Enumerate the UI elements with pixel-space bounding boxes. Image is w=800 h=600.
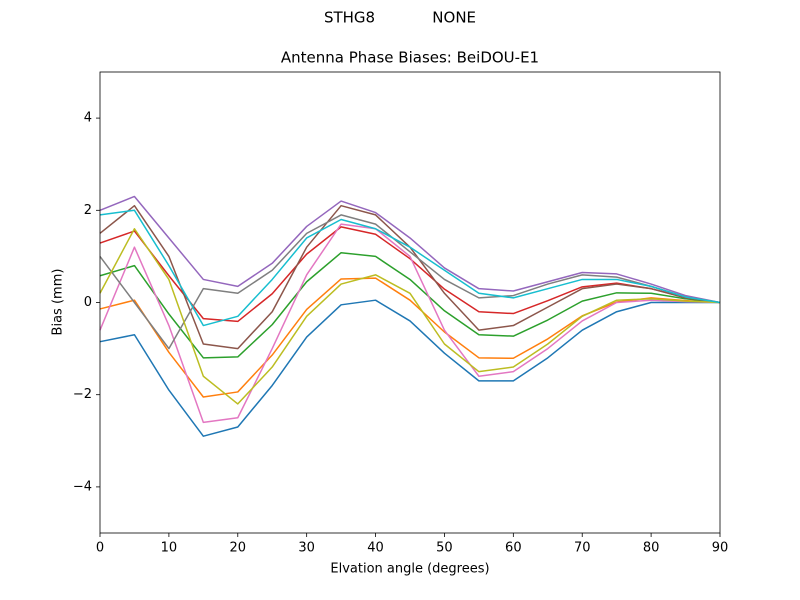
series-line (99, 299, 720, 437)
series-line (99, 227, 721, 405)
series-line (99, 223, 721, 424)
series-line (99, 214, 721, 350)
y-axis-label: Bias (mm) (51, 269, 66, 336)
series-line (99, 251, 721, 359)
x-tick-label: 10 (161, 541, 178, 556)
x-tick-label: 40 (367, 541, 384, 556)
series-line (99, 209, 721, 327)
series-line (99, 277, 721, 398)
x-tick-label: 50 (436, 541, 453, 556)
x-tick-label: 20 (230, 541, 247, 556)
y-tick-label: 2 (84, 203, 92, 218)
y-tick-label: −2 (73, 387, 92, 402)
x-tick-label: 70 (574, 541, 591, 556)
x-tick-label: 90 (712, 541, 729, 556)
y-tick-label: 0 (84, 295, 92, 310)
x-tick-label: 80 (643, 541, 660, 556)
plot-frame (99, 71, 721, 534)
x-axis-label: Elvation angle (degrees) (330, 562, 489, 577)
y-tick-label: −4 (73, 479, 92, 494)
series-line (99, 226, 721, 323)
x-tick-label: 30 (298, 541, 315, 556)
x-tick-label: 60 (505, 541, 522, 556)
y-tick-label: 4 (84, 111, 92, 126)
x-tick-label: 0 (96, 541, 104, 556)
suptitle: STHG8 NONE (324, 9, 476, 27)
series-line (99, 195, 721, 304)
chart-title: Antenna Phase Biases: BeiDOU-E1 (281, 49, 539, 67)
